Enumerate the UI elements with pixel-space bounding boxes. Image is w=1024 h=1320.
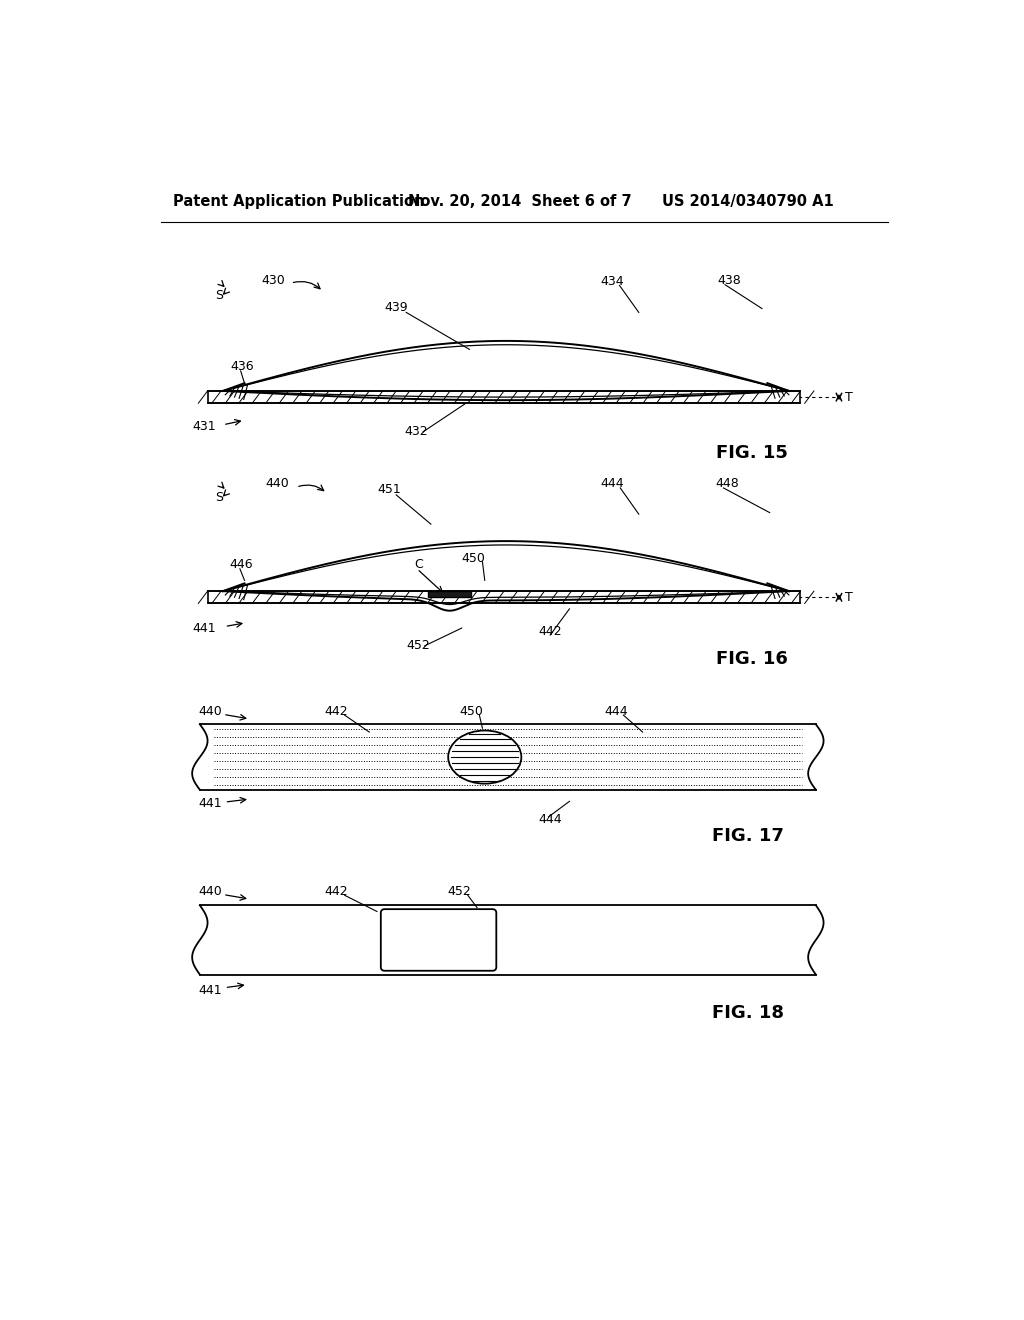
Ellipse shape [449,730,521,784]
Text: US 2014/0340790 A1: US 2014/0340790 A1 [662,194,834,209]
Text: 450: 450 [460,705,483,718]
Text: 442: 442 [325,884,348,898]
Text: FIG. 17: FIG. 17 [712,828,783,845]
Text: FIG. 18: FIG. 18 [712,1005,784,1022]
Text: 444: 444 [539,813,562,825]
Text: 440: 440 [199,705,222,718]
Text: 441: 441 [199,983,222,997]
Text: 444: 444 [600,477,624,490]
Text: 432: 432 [403,425,428,438]
Text: T: T [845,391,853,404]
Text: 444: 444 [604,705,628,718]
Text: 452: 452 [407,639,430,652]
Text: FIG. 16: FIG. 16 [716,649,787,668]
Text: 446: 446 [229,558,253,572]
Text: 438: 438 [717,273,741,286]
Text: 448: 448 [716,477,739,490]
Text: 434: 434 [600,275,624,288]
Text: 442: 442 [539,626,562,639]
Text: 440: 440 [265,477,289,490]
Bar [208,591,801,603]
Text: 439: 439 [385,301,409,314]
Text: S: S [215,491,223,504]
Text: T: T [845,591,853,603]
Text: S: S [215,289,223,302]
Text: 452: 452 [447,884,471,898]
Text: 441: 441 [199,797,222,810]
Bar [208,391,801,404]
Text: Nov. 20, 2014  Sheet 6 of 7: Nov. 20, 2014 Sheet 6 of 7 [408,194,632,209]
Text: 430: 430 [261,273,286,286]
Text: 440: 440 [199,884,222,898]
Text: 451: 451 [377,483,400,496]
Bar [200,906,816,974]
Bar [428,591,470,598]
FancyBboxPatch shape [381,909,497,970]
Text: Patent Application Publication: Patent Application Publication [173,194,424,209]
Text: 450: 450 [462,552,485,565]
Text: C: C [414,557,423,570]
Text: 442: 442 [325,705,348,718]
Text: 436: 436 [230,360,254,372]
Text: 431: 431 [193,420,216,433]
Bar [200,725,816,789]
Text: FIG. 15: FIG. 15 [716,445,787,462]
Text: 441: 441 [193,622,216,635]
